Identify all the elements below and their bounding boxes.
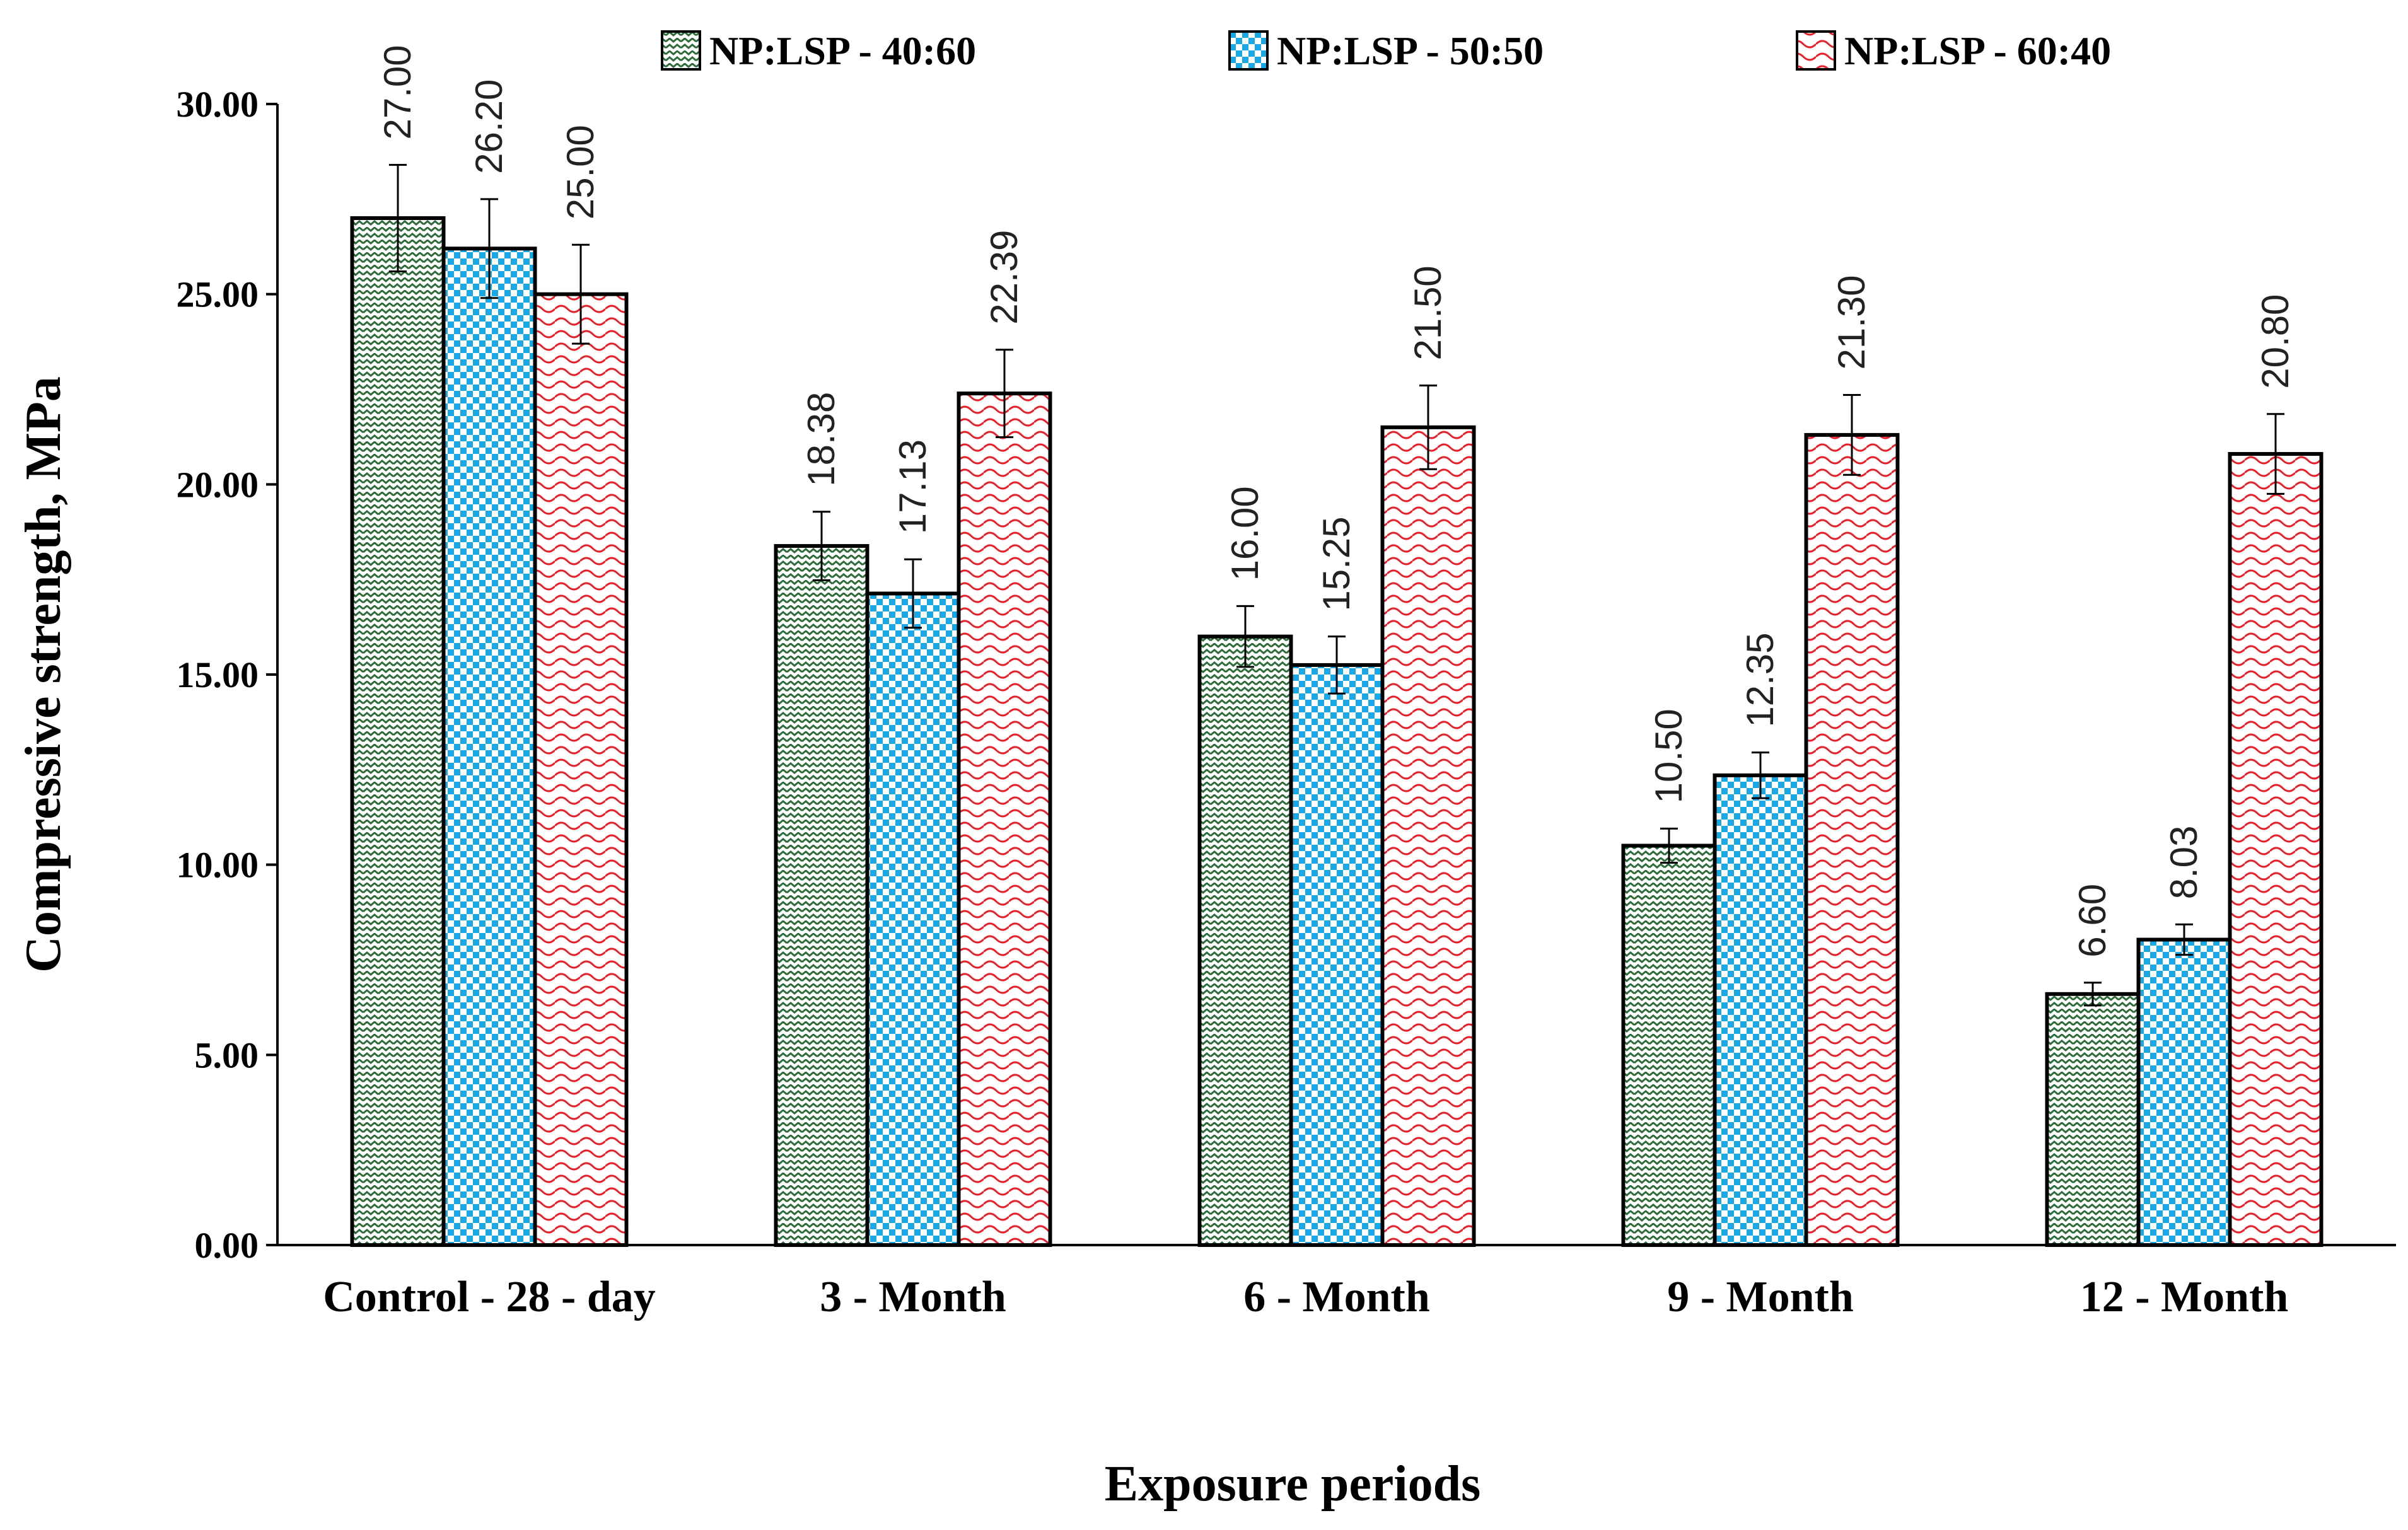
x-axis-categories: Control - 28 - day 3 - Month 6 - Month 9 - …: [323, 1273, 2288, 1321]
bar: [2136, 937, 2232, 1247]
bar: [774, 544, 870, 1247]
y-tick-label: 20.00: [177, 464, 259, 505]
x-category-label: 3 - Month: [820, 1273, 1006, 1321]
bar: [865, 591, 961, 1247]
legend-item-1: NP:LSP - 40:60: [661, 28, 976, 73]
data-labels: 27.00 26.20 25.00 18.38 17.13 22.39 16.00 15.25…: [376, 45, 2296, 957]
legend-swatch-1: [661, 30, 701, 71]
legend-item-2: NP:LSP - 50:50: [1228, 28, 1544, 73]
legend-label-1: NP:LSP - 40:60: [709, 28, 976, 73]
legend: NP:LSP - 40:60 NP:LSP - 50:50 NP:LSP - 6…: [661, 28, 2111, 73]
data-label: 21.30: [1830, 275, 1873, 369]
bar: [350, 216, 446, 1247]
y-tick-label: 10.00: [177, 845, 259, 886]
legend-swatch-3: [1796, 30, 1836, 71]
bar: [2228, 452, 2324, 1247]
data-label: 25.00: [559, 125, 602, 219]
error-bars: [389, 164, 2284, 1007]
data-label: 10.50: [1648, 709, 1690, 803]
legend-label-3: NP:LSP - 60:40: [1844, 28, 2111, 73]
data-label: 17.13: [892, 439, 934, 534]
legend-item-3: NP:LSP - 60:40: [1796, 28, 2111, 73]
bar: [1289, 663, 1385, 1247]
data-label: 20.80: [2254, 294, 2296, 389]
y-tick-label: 30.00: [177, 84, 259, 125]
y-axis-title: Compressive strength, MPa: [16, 376, 71, 973]
bar: [1197, 634, 1293, 1247]
x-category-label: 9 - Month: [1667, 1273, 1854, 1321]
data-label: 21.50: [1407, 265, 1449, 360]
bar: [1621, 843, 1717, 1247]
x-axis-title: Exposure periods: [1105, 1456, 1480, 1512]
data-label: 15.25: [1315, 517, 1358, 611]
data-label: 6.60: [2071, 884, 2114, 958]
y-tick-label: 15.00: [177, 654, 259, 695]
bar: [2045, 992, 2141, 1248]
bar: [1380, 425, 1476, 1247]
data-label: 8.03: [2163, 826, 2205, 900]
y-tick-label: 5.00: [195, 1034, 259, 1075]
x-category-label: Control - 28 - day: [323, 1273, 656, 1321]
y-tick-label: 25.00: [177, 274, 259, 315]
bar: [441, 246, 537, 1247]
data-label: 22.39: [983, 230, 1025, 325]
bar: [1804, 432, 1900, 1247]
y-axis-ticks: 0.00 5.00 10.00 15.00 20.00 25.00 30.00: [177, 84, 277, 1266]
legend-swatch-2: [1228, 30, 1269, 71]
x-category-label: 12 - Month: [2080, 1273, 2289, 1321]
data-label: 26.20: [468, 79, 510, 174]
data-label: 27.00: [376, 45, 419, 139]
data-label: 18.38: [800, 392, 842, 487]
bars: [350, 216, 2324, 1248]
bar: [957, 391, 1052, 1247]
bar: [533, 292, 629, 1248]
y-tick-label: 0.00: [195, 1225, 259, 1266]
data-label: 12.35: [1739, 633, 1781, 727]
bar: [1713, 773, 1808, 1247]
x-category-label: 6 - Month: [1243, 1273, 1430, 1321]
data-label: 16.00: [1224, 486, 1266, 581]
legend-label-2: NP:LSP - 50:50: [1277, 28, 1544, 73]
